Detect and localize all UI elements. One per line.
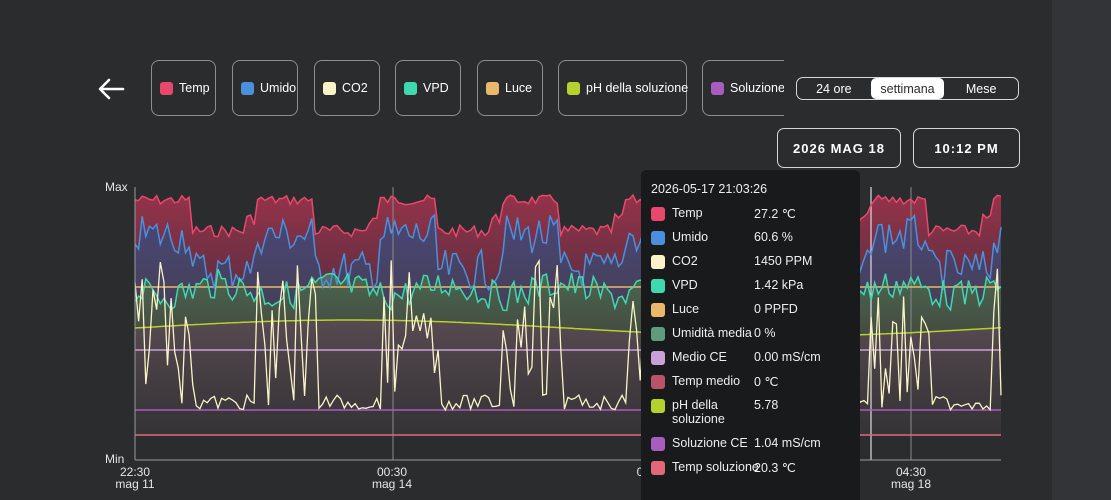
range-selector: 24 ore settimana Mese (796, 77, 1019, 100)
tooltip-row-name: Medio CE (672, 350, 727, 364)
range-settimana[interactable]: settimana (870, 78, 945, 99)
legend-chip-vpd[interactable]: VPD (395, 60, 461, 116)
x-tick-1: 22:30 mag 11 (115, 465, 155, 491)
x-tick-3: 0 (636, 465, 644, 479)
tooltip-row-value: 1.42 kPa (754, 278, 804, 292)
tooltip-row-name: Temp soluzione (672, 460, 759, 474)
tooltip-row-value: 1450 PPM (754, 254, 813, 268)
temp-soluzione-swatch (651, 461, 665, 475)
time-picker-button[interactable]: 10:12 PM (913, 128, 1020, 168)
legend-chip-ph[interactable]: pH della soluzione (558, 60, 688, 116)
tooltip-row-name: Luce (672, 302, 700, 316)
soluzione-ce-swatch (651, 437, 665, 451)
legend-chip-luce[interactable]: Luce (477, 60, 543, 116)
legend-chip-temp[interactable]: Temp (151, 60, 216, 116)
tooltip-row-value: 27.2 ℃ (754, 207, 796, 221)
vpd-swatch (404, 81, 417, 95)
medio-ce-swatch (651, 351, 665, 365)
tooltip-row-name: pH della soluzione (672, 398, 725, 426)
x-tick-4: 04:30 mag 18 (890, 465, 932, 491)
range-24-ore[interactable]: 24 ore (816, 81, 852, 96)
temp-swatch (160, 81, 173, 95)
tooltip-row-value: 5.78 (754, 398, 779, 412)
tooltip-row-value: 0 ℃ (754, 375, 779, 389)
tooltip-row-value: 0 % (754, 326, 776, 340)
co2-swatch (651, 255, 665, 269)
legend-chips: Temp Umido CO2 VPD Luce pH della soluzio… (151, 60, 784, 118)
luce-swatch (651, 303, 665, 317)
temp-swatch (651, 207, 665, 221)
tooltip-row-name: Temp medio (672, 374, 741, 388)
tooltip-row-name: CO2 (672, 254, 698, 268)
legend-chip-soluzione-ce[interactable]: Soluzione CE (702, 60, 784, 116)
ph-della-soluzione-swatch (651, 399, 665, 413)
tooltip-row-name: Temp (672, 206, 703, 220)
umido-swatch (651, 231, 665, 245)
vpd-swatch (651, 279, 665, 293)
co2-swatch (323, 81, 336, 95)
plot-area (134, 187, 1002, 461)
ph-swatch (567, 81, 580, 95)
x-tick-2: 00:30 mag 14 (371, 465, 413, 491)
side-panel (1052, 0, 1111, 500)
tooltip-row-name: VPD (672, 278, 698, 292)
legend-chip-umido[interactable]: Umido (232, 60, 298, 116)
tooltip-row-value: 0.00 mS/cm (754, 350, 821, 364)
date-picker-button[interactable]: 2026 MAG 18 (777, 128, 901, 168)
umidit-media-swatch (651, 327, 665, 341)
umido-swatch (241, 81, 254, 95)
range-mese[interactable]: Mese (965, 81, 997, 96)
tooltip-timestamp: 2026-05-17 21:03:26 (651, 182, 768, 196)
tooltip-row-value: 1.04 mS/cm (754, 436, 821, 450)
y-axis-max-label: Max (105, 180, 128, 194)
tooltip-row-value: 60.6 % (754, 230, 793, 244)
luce-swatch (486, 81, 499, 95)
tooltip-row-name: Umido (672, 230, 709, 244)
data-tooltip: 2026-05-17 21:03:26 Temp 27.2 ℃ Umido 60.6 … (641, 170, 860, 500)
tooltip-row-name: Soluzione CE (672, 436, 748, 450)
soluzione-ce-swatch (711, 81, 724, 95)
back-arrow-icon[interactable] (96, 76, 126, 102)
tooltip-row-value: 0 PPFD (754, 302, 798, 316)
temp-medio-swatch (651, 375, 665, 389)
y-axis-min-label: Min (105, 452, 125, 466)
tooltip-row-name: Umidità media (672, 326, 752, 340)
legend-chip-co2[interactable]: CO2 (314, 60, 380, 116)
tooltip-row-value: 20.3 ℃ (754, 461, 796, 475)
